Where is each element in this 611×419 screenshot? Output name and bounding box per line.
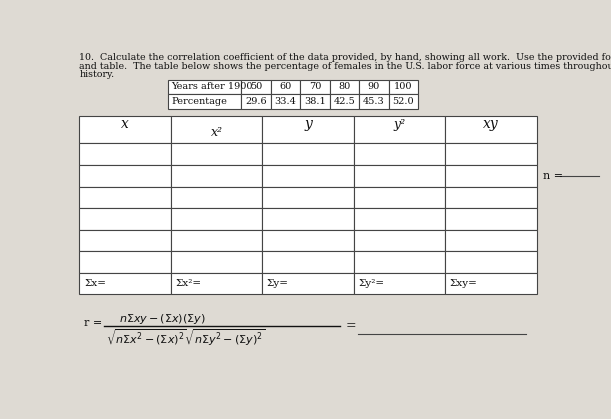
Bar: [171, 116, 262, 143]
Bar: [354, 116, 445, 143]
Text: 45.3: 45.3: [363, 97, 385, 106]
Text: $n\Sigma xy - (\Sigma x)(\Sigma y)$: $n\Sigma xy - (\Sigma x)(\Sigma y)$: [119, 312, 205, 326]
Bar: [354, 165, 445, 186]
Bar: [445, 251, 536, 273]
Bar: [301, 94, 330, 109]
Bar: [389, 80, 418, 94]
Text: x²: x²: [211, 126, 222, 139]
Bar: [262, 143, 354, 165]
Bar: [445, 230, 536, 251]
Text: =: =: [346, 319, 357, 332]
Bar: [79, 186, 171, 208]
Bar: [79, 251, 171, 273]
Text: r =: r =: [84, 318, 103, 328]
Bar: [168, 94, 241, 109]
Bar: [354, 273, 445, 295]
Text: Σx²=: Σx²=: [175, 279, 202, 288]
Bar: [354, 251, 445, 273]
Bar: [79, 273, 171, 295]
Bar: [171, 230, 262, 251]
Text: Years after 1900: Years after 1900: [171, 83, 252, 91]
Bar: [445, 273, 536, 295]
Text: 42.5: 42.5: [334, 97, 356, 106]
Bar: [445, 208, 536, 230]
Bar: [171, 273, 262, 295]
Bar: [79, 116, 171, 143]
Text: 70: 70: [309, 83, 321, 91]
Text: 100: 100: [394, 83, 412, 91]
Bar: [262, 116, 354, 143]
Bar: [168, 80, 241, 94]
Bar: [354, 186, 445, 208]
Bar: [354, 143, 445, 165]
Text: y: y: [304, 117, 312, 131]
Bar: [262, 273, 354, 295]
Text: xy: xy: [483, 117, 499, 131]
Bar: [79, 230, 171, 251]
Text: Σxy=: Σxy=: [450, 279, 478, 288]
Bar: [262, 251, 354, 273]
Text: Σy=: Σy=: [267, 279, 289, 288]
Text: 50: 50: [250, 83, 262, 91]
Bar: [359, 80, 389, 94]
Bar: [271, 94, 301, 109]
Bar: [330, 94, 359, 109]
Bar: [241, 80, 271, 94]
Bar: [79, 165, 171, 186]
Text: $\sqrt{n\Sigma x^2-(\Sigma x)^2}\sqrt{n\Sigma y^2-(\Sigma y)^2}$: $\sqrt{n\Sigma x^2-(\Sigma x)^2}\sqrt{n\…: [106, 328, 265, 348]
Bar: [241, 94, 271, 109]
Bar: [445, 186, 536, 208]
Bar: [171, 251, 262, 273]
Text: 52.0: 52.0: [393, 97, 414, 106]
Bar: [354, 208, 445, 230]
Bar: [171, 186, 262, 208]
Bar: [171, 165, 262, 186]
Bar: [79, 143, 171, 165]
Bar: [445, 143, 536, 165]
Text: history.: history.: [79, 70, 115, 79]
Text: 80: 80: [338, 83, 351, 91]
Bar: [262, 165, 354, 186]
Bar: [301, 80, 330, 94]
Bar: [271, 80, 301, 94]
Bar: [262, 230, 354, 251]
Bar: [79, 208, 171, 230]
Bar: [262, 186, 354, 208]
Text: Σy²=: Σy²=: [359, 279, 384, 288]
Text: 29.6: 29.6: [246, 97, 267, 106]
Bar: [354, 230, 445, 251]
Text: and table.  The table below shows the percentage of females in the U.S. labor fo: and table. The table below shows the per…: [79, 62, 611, 71]
Bar: [359, 94, 389, 109]
Bar: [330, 80, 359, 94]
Text: n =: n =: [543, 171, 563, 181]
Bar: [171, 208, 262, 230]
Text: 90: 90: [368, 83, 380, 91]
Text: 33.4: 33.4: [275, 97, 296, 106]
Text: 38.1: 38.1: [304, 97, 326, 106]
Text: Σx=: Σx=: [84, 279, 106, 288]
Text: Percentage: Percentage: [171, 97, 227, 106]
Bar: [171, 143, 262, 165]
Text: x: x: [121, 117, 129, 131]
Bar: [445, 165, 536, 186]
Text: y²: y²: [393, 118, 406, 131]
Bar: [389, 94, 418, 109]
Bar: [445, 116, 536, 143]
Text: 10.  Calculate the correlation coefficient of the data provided, by hand, showin: 10. Calculate the correlation coefficien…: [79, 53, 611, 62]
Bar: [262, 208, 354, 230]
Text: 60: 60: [279, 83, 291, 91]
